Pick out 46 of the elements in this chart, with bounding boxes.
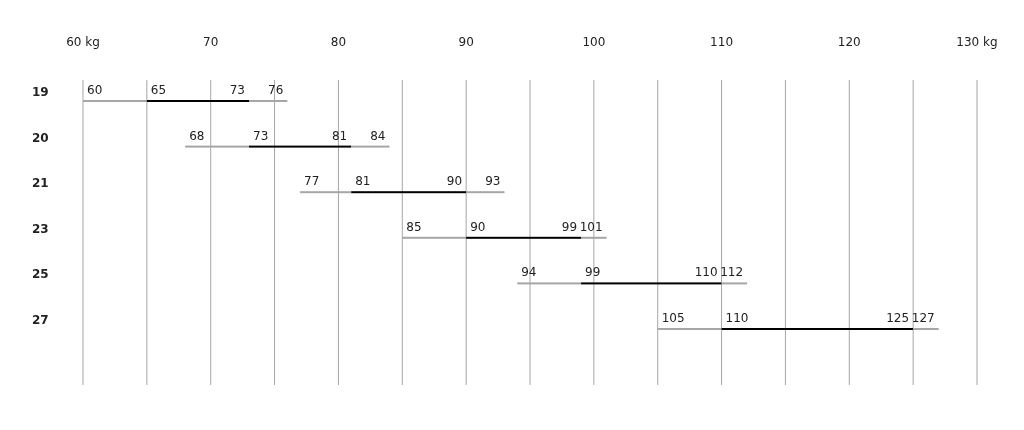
annotation: 84 xyxy=(370,128,386,143)
annotation: 68 xyxy=(189,128,205,143)
x-tick-label: 130 kg xyxy=(956,35,998,49)
y-tick-label: 21 xyxy=(32,176,49,191)
x-tick-label: 90 xyxy=(458,35,474,49)
annotation: 60 xyxy=(87,83,103,97)
bar xyxy=(466,236,582,239)
annotation: 76 xyxy=(268,83,284,97)
annotation: 90 xyxy=(446,174,463,189)
annotation: 93 xyxy=(485,174,501,189)
x-tick-label: 70 xyxy=(203,35,219,49)
annotation: 81 xyxy=(355,174,371,189)
x-tick-label: 120 xyxy=(837,35,861,49)
y-tick-label: 27 xyxy=(32,313,49,327)
bar xyxy=(146,100,250,102)
x-tick-label: 60 kg xyxy=(66,35,100,49)
annotation: 112 xyxy=(720,265,744,280)
bar xyxy=(249,145,352,148)
annotation: 125 xyxy=(886,311,910,325)
annotation: 73 xyxy=(253,128,269,143)
x-tick-label: 100 xyxy=(582,35,606,49)
y-tick-label: 20 xyxy=(32,130,49,145)
annotation: 94 xyxy=(521,265,537,280)
annotation: 90 xyxy=(470,219,486,234)
annotation: 85 xyxy=(406,219,422,234)
annotation: 81 xyxy=(331,128,348,143)
x-tick-label: 80 xyxy=(330,35,347,49)
x-tick-label: 110 xyxy=(710,35,734,49)
annotation: 110 xyxy=(725,311,749,325)
bar xyxy=(721,282,748,285)
annotation: 73 xyxy=(229,83,246,97)
annotation: 99 xyxy=(561,219,578,234)
bar xyxy=(581,282,722,285)
annotation: 110 xyxy=(694,265,718,280)
y-tick-label: 23 xyxy=(32,221,49,236)
annotation: 77 xyxy=(304,174,320,189)
y-tick-label: 25 xyxy=(32,267,49,282)
annotation: 65 xyxy=(150,83,167,97)
annotation: 101 xyxy=(579,219,603,234)
annotation: 105 xyxy=(661,311,685,325)
annotation: 99 xyxy=(585,265,601,280)
bar xyxy=(351,191,467,194)
bar xyxy=(351,145,390,148)
annotation: 127 xyxy=(911,311,935,325)
y-tick-label: 19 xyxy=(32,85,49,99)
bar xyxy=(721,328,914,330)
